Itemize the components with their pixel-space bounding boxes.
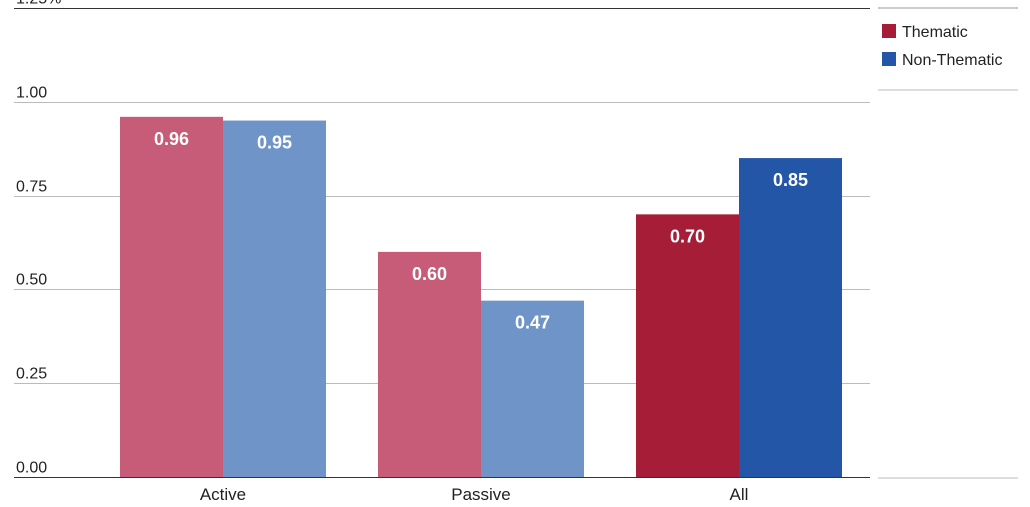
data-label-thematic-all: 0.70 <box>670 226 705 246</box>
legend-label-non-thematic: Non-Thematic <box>902 52 1002 69</box>
bar-non-thematic-active <box>223 120 326 477</box>
bar-thematic-all <box>636 214 739 478</box>
data-label-thematic-active: 0.96 <box>154 129 189 149</box>
data-label-thematic-passive: 0.60 <box>412 264 447 284</box>
x-category-label-passive: Passive <box>451 485 511 504</box>
x-category-label-all: All <box>730 485 749 504</box>
x-category-label-active: Active <box>200 485 246 504</box>
legend-swatch-non-thematic <box>882 52 896 66</box>
y-tick-label: 0.50 <box>16 272 47 289</box>
y-tick-label: 0.25 <box>16 366 47 383</box>
legend-swatch-thematic <box>882 24 896 38</box>
bar-thematic-active <box>120 116 223 478</box>
y-axis-tick-labels: 0.00 0.25 0.50 0.75 1.00 1.25% <box>16 0 61 477</box>
legend-label-thematic: Thematic <box>902 24 968 41</box>
data-label-non-thematic-all: 0.85 <box>773 170 808 190</box>
bars <box>120 116 842 478</box>
bar-non-thematic-all <box>739 158 842 477</box>
data-label-non-thematic-passive: 0.47 <box>515 313 550 333</box>
y-tick-label: 1.00 <box>16 85 47 102</box>
y-tick-label: 0.75 <box>16 179 47 196</box>
x-axis-category-labels: Active Passive All <box>200 485 749 504</box>
y-tick-label: 0.00 <box>16 460 47 477</box>
bar-thematic-passive <box>378 251 481 477</box>
data-labels: 0.96 0.95 0.60 0.47 0.70 0.85 <box>154 129 808 333</box>
bar-non-thematic-passive <box>481 300 584 477</box>
data-label-non-thematic-active: 0.95 <box>257 133 292 153</box>
y-tick-label: 1.25% <box>16 0 61 8</box>
legend: Thematic Non-Thematic <box>878 7 1018 479</box>
